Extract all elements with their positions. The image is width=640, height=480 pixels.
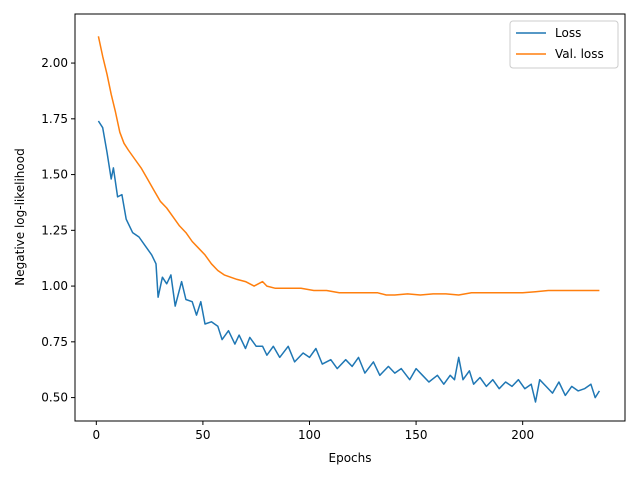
y-tick-label: 1.50 xyxy=(41,168,68,182)
y-tick-label: 2.00 xyxy=(41,56,68,70)
y-tick-label: 1.00 xyxy=(41,279,68,293)
axes-frame xyxy=(74,13,626,422)
y-axis-label: Negative log-likelihood xyxy=(13,148,27,285)
series-line-val-loss xyxy=(97,36,600,296)
x-tick-label: 150 xyxy=(405,428,428,442)
legend: Loss Val. loss xyxy=(509,20,619,69)
legend-label-val-loss: Val. loss xyxy=(555,47,604,61)
x-tick-label: 100 xyxy=(298,428,321,442)
x-tick-label: 50 xyxy=(195,428,210,442)
series-line-loss xyxy=(97,120,601,403)
x-tick-label: 200 xyxy=(511,428,534,442)
legend-label-loss: Loss xyxy=(555,26,581,40)
y-tick-label: 1.25 xyxy=(41,223,68,237)
x-axis-label: Epochs xyxy=(329,451,372,465)
y-tick-label: 0.75 xyxy=(41,335,68,349)
y-tick-label: 0.50 xyxy=(41,391,68,405)
ticks-layer: 0 50 100 150 200 0.50 0.75 1.00 1.25 1.50 1.75 2.00 xyxy=(41,56,534,442)
y-tick-label: 1.75 xyxy=(41,112,68,126)
x-tick-label: 0 xyxy=(92,428,100,442)
series-layer xyxy=(97,36,601,403)
